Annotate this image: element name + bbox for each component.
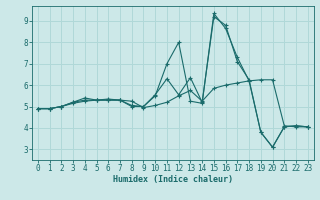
X-axis label: Humidex (Indice chaleur): Humidex (Indice chaleur) bbox=[113, 175, 233, 184]
